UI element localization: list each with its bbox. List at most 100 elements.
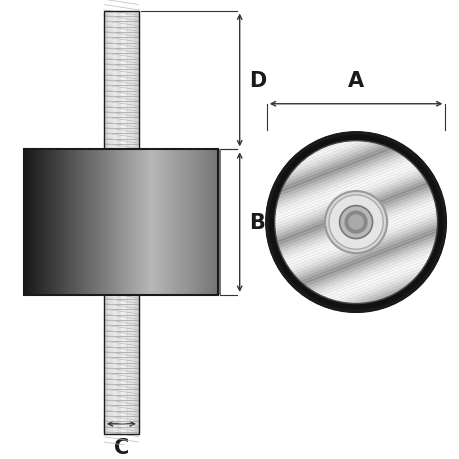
Bar — [124, 150, 127, 295]
Bar — [67, 150, 70, 295]
Bar — [167, 150, 169, 295]
Circle shape — [328, 196, 382, 250]
Bar — [177, 150, 179, 295]
Bar — [81, 150, 84, 295]
Text: A: A — [347, 71, 364, 91]
Bar — [210, 150, 213, 295]
Bar — [151, 150, 154, 295]
Bar — [85, 150, 87, 295]
Bar — [79, 150, 82, 295]
Bar — [36, 150, 39, 295]
Bar — [69, 150, 72, 295]
Bar — [142, 150, 144, 295]
Bar — [75, 150, 78, 295]
Bar — [83, 150, 85, 295]
Bar — [135, 11, 139, 434]
Bar — [26, 150, 29, 295]
Bar — [195, 150, 197, 295]
Bar — [105, 150, 107, 295]
Bar — [216, 150, 218, 295]
Bar — [62, 150, 64, 295]
Bar — [136, 150, 138, 295]
Bar — [121, 11, 125, 434]
Bar — [173, 150, 175, 295]
Bar — [144, 150, 146, 295]
Bar — [126, 150, 129, 295]
Bar — [130, 150, 132, 295]
Circle shape — [344, 211, 367, 234]
Bar — [161, 150, 163, 295]
Bar — [56, 150, 58, 295]
Bar — [187, 150, 189, 295]
Circle shape — [325, 191, 386, 253]
Bar — [104, 11, 108, 434]
Bar — [42, 150, 45, 295]
Bar — [181, 150, 183, 295]
Bar — [57, 150, 60, 295]
Text: B: B — [249, 213, 265, 233]
Bar — [120, 150, 123, 295]
Bar — [93, 150, 95, 295]
Bar — [208, 150, 211, 295]
Bar — [112, 11, 117, 434]
Bar — [89, 150, 91, 295]
Bar — [183, 150, 185, 295]
Bar — [118, 150, 121, 295]
Bar — [122, 150, 124, 295]
Bar — [77, 150, 79, 295]
Circle shape — [339, 206, 372, 239]
Bar — [71, 150, 73, 295]
Circle shape — [347, 215, 363, 230]
Bar — [150, 150, 152, 295]
Bar — [46, 150, 48, 295]
Bar — [52, 150, 54, 295]
Bar — [110, 150, 113, 295]
Bar — [116, 150, 118, 295]
Bar — [179, 150, 181, 295]
Bar — [63, 150, 66, 295]
Bar — [206, 150, 208, 295]
Bar — [48, 150, 50, 295]
Bar — [218, 150, 220, 295]
Bar — [32, 150, 34, 295]
Bar — [108, 150, 111, 295]
Bar — [104, 11, 139, 434]
Bar — [204, 150, 207, 295]
Bar — [73, 150, 76, 295]
Bar — [153, 150, 156, 295]
Bar — [34, 150, 37, 295]
Text: D: D — [249, 71, 266, 91]
Bar — [50, 150, 52, 295]
Bar — [40, 150, 42, 295]
Bar — [99, 150, 101, 295]
Bar — [87, 150, 90, 295]
Circle shape — [266, 134, 444, 312]
Bar — [65, 150, 68, 295]
Bar — [138, 150, 140, 295]
Bar — [147, 150, 150, 295]
Bar — [212, 150, 214, 295]
Bar — [38, 150, 40, 295]
Text: C: C — [113, 437, 129, 458]
Bar — [114, 150, 117, 295]
Bar — [128, 150, 130, 295]
Bar — [60, 150, 62, 295]
Bar — [157, 150, 160, 295]
Bar — [95, 150, 97, 295]
Bar — [196, 150, 199, 295]
Bar — [155, 150, 158, 295]
Bar — [91, 150, 93, 295]
Bar — [175, 150, 177, 295]
Bar — [214, 150, 216, 295]
Bar — [190, 150, 193, 295]
Bar — [24, 150, 27, 295]
Circle shape — [274, 141, 437, 304]
Bar — [28, 150, 31, 295]
Bar — [200, 150, 203, 295]
Bar — [140, 150, 142, 295]
Bar — [202, 150, 205, 295]
Bar — [146, 150, 148, 295]
Bar — [165, 150, 168, 295]
Bar — [134, 150, 136, 295]
Bar — [30, 150, 33, 295]
